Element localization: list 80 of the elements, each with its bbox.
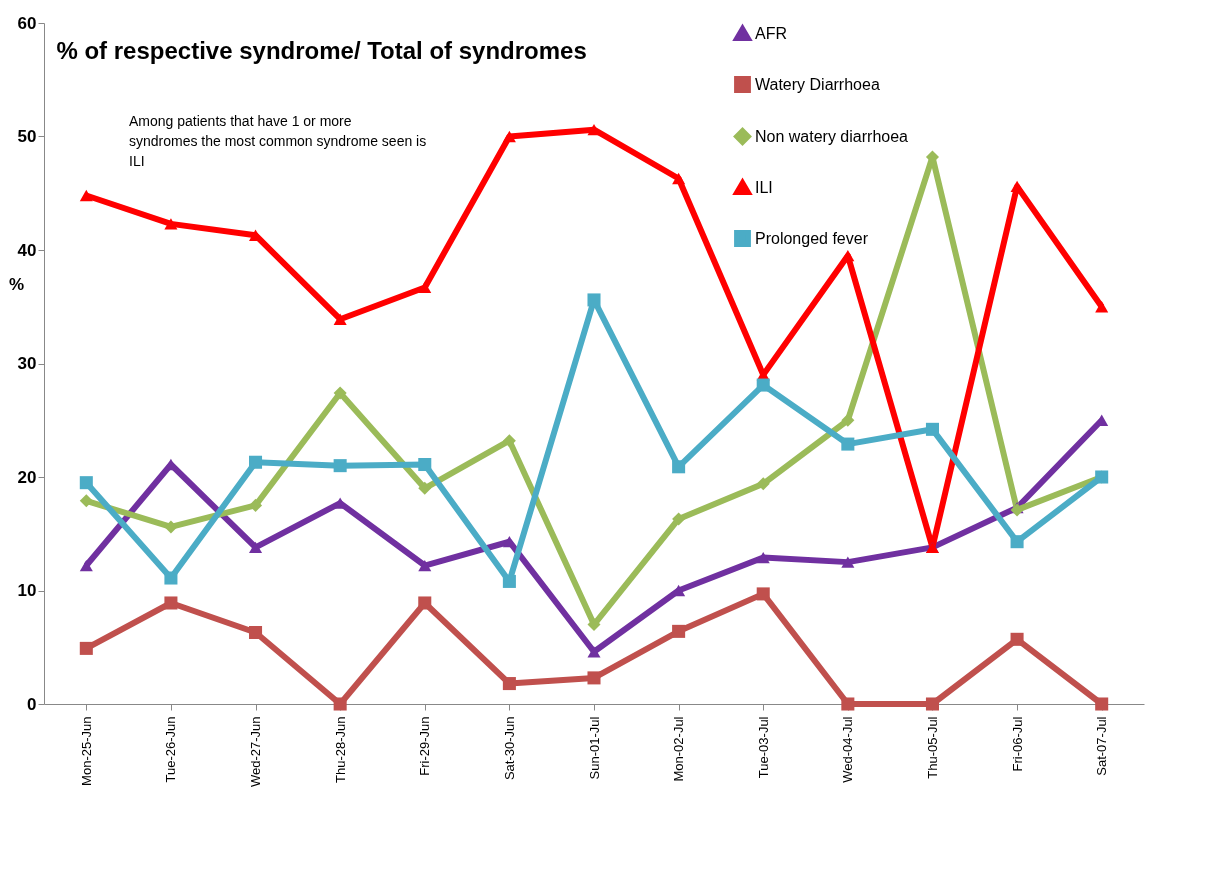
y-axis-title: % bbox=[8, 274, 25, 294]
y-tick-label: 30 bbox=[17, 354, 37, 373]
point bbox=[164, 520, 178, 534]
x-tick-label: Fri-29-Jun bbox=[417, 716, 433, 776]
legend-label: Watery Diarrhoea bbox=[755, 75, 880, 93]
point bbox=[333, 313, 347, 325]
point bbox=[249, 455, 263, 469]
point bbox=[502, 574, 516, 588]
point bbox=[164, 571, 178, 585]
x-tick-label: Tue-26-Jun bbox=[163, 716, 179, 783]
x-tick-label: Mon-02-Jul bbox=[671, 716, 687, 782]
point bbox=[418, 596, 432, 610]
point bbox=[841, 697, 855, 711]
x-tick-label: Tue-03-Jul bbox=[755, 716, 771, 779]
point bbox=[333, 459, 347, 473]
legend-label: Prolonged fever bbox=[755, 229, 869, 247]
point bbox=[756, 477, 770, 491]
point bbox=[587, 671, 601, 685]
y-tick-label: 10 bbox=[17, 581, 37, 600]
point bbox=[672, 624, 686, 638]
x-tick-label: Wed-27-Jun bbox=[248, 716, 264, 788]
point bbox=[587, 618, 601, 632]
point bbox=[756, 378, 770, 392]
x-tick-label: Thu-05-Jul bbox=[924, 716, 940, 779]
y-tick-label: 0 bbox=[27, 694, 37, 714]
point bbox=[672, 172, 686, 185]
point bbox=[418, 481, 432, 495]
point bbox=[333, 697, 347, 711]
x-tick-label: Thu-28-Jun bbox=[332, 716, 348, 783]
point bbox=[1010, 180, 1024, 193]
point bbox=[672, 460, 686, 474]
x-tick-label: Wed-04-Jul bbox=[840, 716, 856, 783]
point bbox=[1095, 301, 1109, 313]
point bbox=[841, 437, 855, 451]
x-tick-label: Mon-25-Jun bbox=[78, 716, 94, 786]
point bbox=[841, 556, 855, 568]
annotation: Among patients that have 1 or more syndromes the most common syndrome seen is ILI bbox=[129, 113, 427, 169]
point bbox=[333, 386, 347, 400]
point bbox=[418, 281, 432, 294]
point bbox=[79, 641, 93, 655]
point bbox=[502, 434, 516, 448]
point bbox=[672, 512, 686, 526]
y-tick-label: 60 bbox=[17, 13, 37, 33]
point bbox=[418, 458, 432, 472]
legend-label: ILI bbox=[755, 178, 773, 196]
point bbox=[79, 476, 93, 490]
point bbox=[841, 413, 855, 427]
point bbox=[164, 218, 178, 230]
legend-label: Non watery diarrhoea bbox=[755, 127, 909, 145]
point bbox=[249, 625, 263, 640]
point bbox=[79, 559, 93, 572]
point bbox=[925, 697, 939, 711]
point bbox=[79, 494, 93, 508]
x-tick-label: Sat-30-Jun bbox=[501, 716, 517, 781]
point bbox=[756, 587, 770, 601]
point bbox=[587, 293, 601, 307]
point bbox=[502, 536, 516, 548]
point bbox=[1010, 535, 1024, 549]
point bbox=[756, 551, 770, 564]
point bbox=[1095, 697, 1109, 711]
point bbox=[164, 596, 178, 610]
text: % of respective syndrome/ Total of syndromes bbox=[56, 37, 587, 64]
y-tick-label: 40 bbox=[17, 240, 37, 260]
x-tick-label: Sun-01-Jul bbox=[586, 716, 602, 780]
point bbox=[1010, 632, 1024, 646]
y-tick-label: 20 bbox=[17, 467, 37, 487]
x-tick-label: Fri-06-Jul bbox=[1009, 716, 1025, 772]
point bbox=[502, 130, 516, 143]
y-tick-label: 50 bbox=[17, 127, 37, 146]
point bbox=[502, 677, 516, 691]
point bbox=[249, 541, 263, 554]
point bbox=[925, 422, 939, 436]
point bbox=[79, 189, 93, 202]
point bbox=[587, 646, 601, 658]
point bbox=[249, 498, 263, 512]
point bbox=[418, 559, 432, 572]
point bbox=[841, 250, 855, 262]
x-tick-label: Sat-07-Jul bbox=[1094, 716, 1110, 776]
legend-label: AFR bbox=[755, 24, 787, 42]
point bbox=[587, 124, 601, 136]
